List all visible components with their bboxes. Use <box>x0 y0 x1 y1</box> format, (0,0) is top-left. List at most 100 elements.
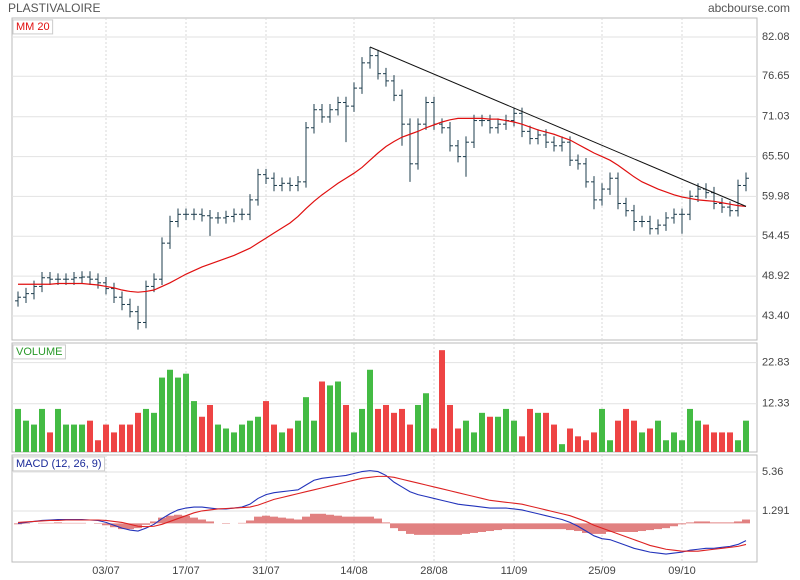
volume-bar <box>359 408 365 452</box>
y-tick-label: 71.03 <box>762 111 790 123</box>
macd-histogram <box>406 523 414 534</box>
macd-histogram <box>190 517 198 524</box>
macd-histogram <box>470 523 478 533</box>
macd-histogram <box>206 521 214 524</box>
macd-histogram <box>102 523 110 526</box>
x-tick-label: 17/07 <box>172 565 200 577</box>
volume-bar <box>703 424 709 452</box>
volume-bar <box>143 408 149 452</box>
volume-bar <box>383 405 389 452</box>
volume-bar <box>55 408 61 452</box>
volume-bar <box>511 420 517 452</box>
macd-line <box>17 475 747 552</box>
volume-bar <box>183 373 189 452</box>
volume-bar <box>231 432 237 452</box>
macd-histogram <box>630 523 638 532</box>
volume-bar <box>303 397 309 452</box>
volume-bar <box>351 432 357 452</box>
volume-bar <box>663 440 669 452</box>
macd-histogram <box>518 523 526 530</box>
macd-histogram <box>590 523 598 534</box>
macd-histogram <box>510 523 518 530</box>
volume-bar <box>671 432 677 452</box>
macd-histogram <box>118 523 126 530</box>
volume-bar <box>391 412 397 452</box>
macd-histogram <box>646 523 654 531</box>
macd-histogram <box>566 523 574 531</box>
macd-histogram <box>310 513 318 524</box>
macd-histogram <box>734 521 742 524</box>
macd-histogram <box>342 516 350 524</box>
volume-bar <box>335 381 341 452</box>
panel-label-box <box>12 456 106 472</box>
volume-bar <box>543 412 549 452</box>
macd-histogram <box>166 515 174 524</box>
volume-bar <box>711 432 717 452</box>
macd-histogram <box>318 513 326 524</box>
macd-histogram <box>726 522 734 524</box>
volume-bar <box>479 412 485 452</box>
macd-line <box>17 470 747 555</box>
y-tick-label: 5.36 <box>762 466 783 478</box>
macd-histogram <box>366 516 374 524</box>
x-tick-label: 11/09 <box>501 565 528 577</box>
volume-bar <box>95 440 101 452</box>
volume-bar <box>119 424 125 452</box>
volume-bar <box>535 412 541 452</box>
macd-histogram <box>246 520 254 524</box>
volume-bar <box>591 432 597 452</box>
volume-bar <box>439 350 445 452</box>
volume-bar <box>375 408 381 452</box>
x-tick-label: 25/09 <box>588 565 616 577</box>
macd-histogram <box>662 523 670 529</box>
macd-histogram <box>494 523 502 531</box>
macd-histogram <box>526 523 534 530</box>
macd-histogram <box>670 523 678 527</box>
macd-histogram <box>390 523 398 529</box>
x-tick-label: 31/07 <box>252 565 280 577</box>
macd-histogram <box>686 522 694 524</box>
volume-bar <box>31 424 37 452</box>
y-tick-label: 22.83 <box>762 356 790 368</box>
volume-bar <box>607 440 613 452</box>
volume-bar <box>527 408 533 452</box>
volume-bar <box>159 377 165 452</box>
y-tick-label: 82.08 <box>762 31 790 43</box>
volume-bar <box>367 369 373 452</box>
y-tick-label: 65.50 <box>762 151 790 163</box>
volume-bar <box>415 405 421 452</box>
macd-histogram <box>614 523 622 532</box>
volume-bar <box>583 440 589 452</box>
volume-bar <box>247 420 253 452</box>
volume-bar <box>311 420 317 452</box>
volume-bar <box>727 432 733 452</box>
x-tick-label: 09/10 <box>668 565 696 577</box>
macd-histogram <box>710 522 718 524</box>
macd-histogram <box>126 523 134 530</box>
volume-bar <box>503 408 509 452</box>
volume-bar <box>495 416 501 452</box>
source: abcbourse.com <box>708 1 790 15</box>
volume-bar <box>71 424 77 452</box>
y-tick-label: 59.98 <box>762 190 790 202</box>
macd-histogram <box>462 523 470 534</box>
macd-histogram <box>278 517 286 524</box>
volume-bar <box>575 436 581 452</box>
macd-histogram <box>262 515 270 524</box>
volume-bar <box>79 424 85 452</box>
volume-bar <box>15 408 21 452</box>
volume-bar <box>47 432 53 452</box>
volume-bar <box>695 420 701 452</box>
volume-bar <box>719 432 725 452</box>
macd-histogram <box>294 519 302 524</box>
volume-bar <box>111 432 117 452</box>
moving-average <box>18 117 747 293</box>
macd-histogram <box>350 516 358 524</box>
y-tick-label: 1.291 <box>762 505 790 517</box>
volume-bar <box>639 432 645 452</box>
macd-histogram <box>446 523 454 535</box>
macd-histogram <box>150 521 158 524</box>
volume-bar <box>199 416 205 452</box>
